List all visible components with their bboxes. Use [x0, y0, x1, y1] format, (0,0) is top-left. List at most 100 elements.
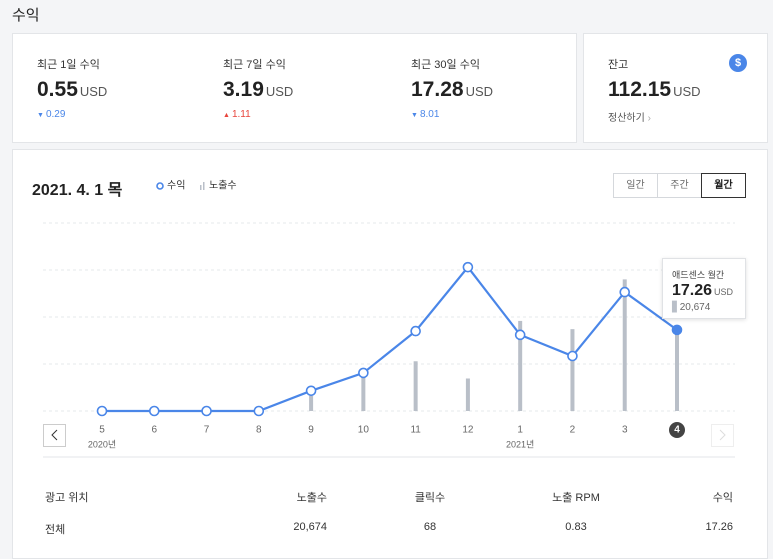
- change-value: 1.11: [231, 109, 251, 120]
- impression-bar: [622, 279, 627, 411]
- table-cell: 0.83: [565, 521, 587, 533]
- revenue-point: [96, 405, 108, 417]
- balance-value: 112.15 USD: [608, 78, 701, 102]
- impression-bar: [570, 329, 575, 411]
- year-label: 2021년: [506, 439, 534, 449]
- x-tick-label: 1: [517, 425, 523, 436]
- legend-bar-icon: [203, 182, 205, 190]
- impression-bar: [413, 361, 418, 411]
- impression-bar: [675, 330, 679, 411]
- x-tick-label: 4: [674, 425, 680, 436]
- revenue-point: [148, 405, 160, 417]
- impression-bar: [361, 372, 366, 411]
- change-arrow: ▼: [411, 112, 418, 119]
- impression-bar: [518, 320, 523, 411]
- selected-badge: [669, 422, 685, 438]
- period-button[interactable]: 주간: [657, 173, 702, 198]
- prev-arrow: [51, 429, 58, 441]
- next-button[interactable]: [711, 424, 734, 447]
- table-header: 수익: [712, 492, 733, 504]
- tooltip-unit: USD: [714, 287, 734, 297]
- revenue-point: [201, 405, 212, 417]
- impression-bar: [465, 378, 470, 411]
- period-button[interactable]: 일간: [613, 173, 658, 198]
- impression-bar: [309, 395, 314, 411]
- balance-card: 잔고 $ 112.15 USD 정산하기 ›: [583, 33, 768, 143]
- tooltip-value: 17.26 USD: [672, 282, 733, 300]
- table-header: 광고 위치: [45, 492, 89, 504]
- stat-value: 17.28 USD: [411, 78, 493, 102]
- x-tick-label: 9: [308, 425, 314, 436]
- stat-number: 17.28: [411, 78, 464, 101]
- table-cell: 20,674: [293, 521, 327, 533]
- stat-change: ▼ 0.29: [37, 109, 65, 120]
- balance-number: 112.15: [608, 78, 672, 101]
- next-arrow: [719, 429, 726, 441]
- x-tick-label: 8: [256, 425, 262, 436]
- table-header: 클릭수: [414, 492, 446, 504]
- stat-unit: USD: [79, 84, 108, 99]
- year-label: 2020년: [88, 439, 116, 449]
- stat-number: 0.55: [37, 78, 78, 101]
- prev-button[interactable]: [43, 424, 66, 447]
- table-cell: 전체: [45, 524, 66, 536]
- stat-label: 최근 1일 수익: [37, 59, 100, 71]
- change-value: 0.29: [45, 109, 66, 120]
- legend-marker: [156, 182, 164, 190]
- chevron: ›: [647, 113, 651, 124]
- legend-bar-icon: [200, 185, 202, 190]
- balance-unit: USD: [673, 84, 701, 99]
- revenue-point: [671, 324, 683, 336]
- settle-text[interactable]: 정산하기: [608, 113, 645, 124]
- revenue-point: [514, 329, 526, 341]
- dollar-icon: $: [729, 54, 747, 72]
- stat-label: 최근 7일 수익: [223, 59, 286, 71]
- x-tick-label: 3: [622, 425, 628, 436]
- settle-link[interactable]: 정산하기 ›: [608, 109, 651, 124]
- stat-label: 최근 30일 수익: [411, 59, 480, 71]
- stat-number: 3.19: [223, 78, 264, 101]
- legend-label: 노출수: [209, 180, 237, 192]
- table-header: 노출수: [296, 492, 327, 504]
- change-arrow: ▲: [223, 112, 230, 119]
- revenue-point: [410, 325, 421, 337]
- period-button[interactable]: 월간: [701, 173, 746, 198]
- page-title: 수익: [12, 7, 40, 24]
- x-tick-label: 11: [410, 425, 421, 436]
- stat-change: ▼ 8.01: [411, 109, 439, 120]
- stat-change: ▲ 1.11: [223, 109, 251, 120]
- revenue-point: [358, 367, 369, 379]
- table-header: 노출 RPM: [552, 492, 600, 504]
- change-value: 8.01: [419, 109, 440, 120]
- stat-value: 0.55 USD: [37, 78, 107, 102]
- revenue-point: [305, 385, 317, 397]
- revenue-point: [567, 350, 578, 362]
- tooltip: 애드센스 월간 17.26 USD ▋20,674: [662, 258, 746, 319]
- balance-label: 잔고: [608, 59, 629, 71]
- x-tick-label: 7: [204, 425, 210, 436]
- revenue-point: [462, 261, 474, 273]
- table-cell: 17.26: [705, 521, 733, 533]
- bar-icon: ▋: [672, 302, 680, 313]
- tooltip-title: 애드센스 월간: [672, 270, 725, 280]
- x-tick-label: 10: [358, 425, 370, 436]
- revenue-point: [253, 405, 265, 417]
- x-tick-label: 2: [570, 425, 576, 436]
- tooltip-impressions: ▋20,674: [672, 302, 710, 313]
- change-arrow: ▼: [37, 112, 44, 119]
- x-tick-label: 6: [151, 425, 157, 436]
- revenue-point: [619, 286, 631, 298]
- tooltip-number: 17.26: [672, 282, 713, 299]
- stat-unit: USD: [265, 84, 294, 99]
- stat-value: 3.19 USD: [223, 78, 293, 102]
- tooltip-impr-value: 20,674: [679, 302, 711, 313]
- table-cell: 68: [423, 521, 437, 533]
- x-tick-label: 5: [99, 425, 105, 436]
- chart-date: 2021. 4. 1 목: [32, 182, 123, 199]
- x-tick-label: 12: [462, 425, 474, 436]
- stats-card: 최근 1일 수익 0.55 USD ▼ 0.29 최근 7일 수익 3.19 USD ▲ 1.11…: [12, 33, 577, 143]
- stat-unit: USD: [465, 84, 494, 99]
- revenue-line: [102, 265, 678, 413]
